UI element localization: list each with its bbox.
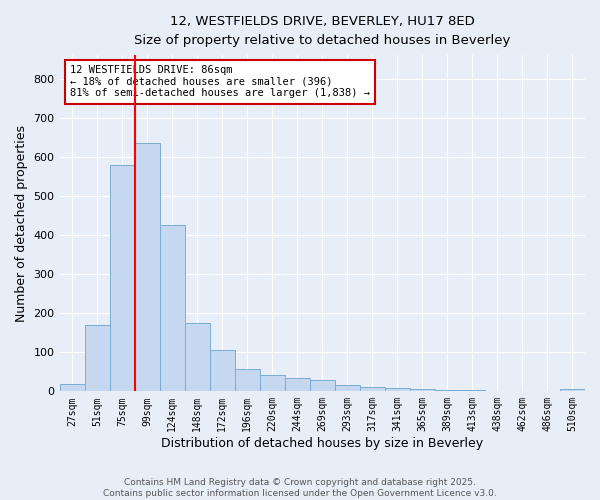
Bar bbox=[160, 225, 185, 392]
Bar bbox=[110, 164, 134, 392]
Text: 12 WESTFIELDS DRIVE: 86sqm
← 18% of detached houses are smaller (396)
81% of sem: 12 WESTFIELDS DRIVE: 86sqm ← 18% of deta… bbox=[70, 65, 370, 98]
Bar bbox=[410, 389, 435, 392]
Bar bbox=[385, 388, 410, 392]
Bar bbox=[235, 369, 260, 392]
Bar bbox=[134, 143, 160, 392]
Bar bbox=[560, 389, 585, 392]
Bar bbox=[335, 386, 360, 392]
Bar bbox=[185, 323, 209, 392]
X-axis label: Distribution of detached houses by size in Beverley: Distribution of detached houses by size … bbox=[161, 437, 484, 450]
Bar bbox=[285, 378, 310, 392]
Bar bbox=[209, 350, 235, 392]
Bar bbox=[435, 390, 460, 392]
Bar bbox=[485, 390, 510, 392]
Bar bbox=[460, 390, 485, 392]
Text: Contains HM Land Registry data © Crown copyright and database right 2025.
Contai: Contains HM Land Registry data © Crown c… bbox=[103, 478, 497, 498]
Y-axis label: Number of detached properties: Number of detached properties bbox=[15, 124, 28, 322]
Bar bbox=[59, 384, 85, 392]
Bar bbox=[360, 388, 385, 392]
Bar bbox=[310, 380, 335, 392]
Bar bbox=[85, 325, 110, 392]
Bar bbox=[260, 375, 285, 392]
Title: 12, WESTFIELDS DRIVE, BEVERLEY, HU17 8ED
Size of property relative to detached h: 12, WESTFIELDS DRIVE, BEVERLEY, HU17 8ED… bbox=[134, 15, 511, 47]
